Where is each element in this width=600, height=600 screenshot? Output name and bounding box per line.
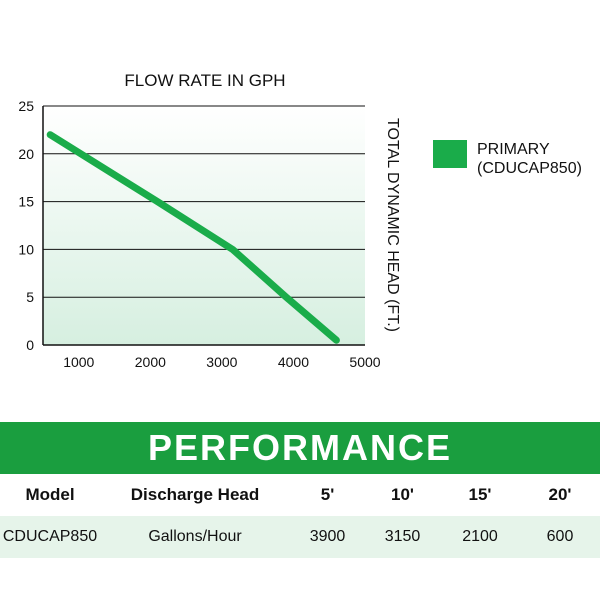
y-tick-label: 10 bbox=[18, 241, 34, 257]
y-tick-label: 15 bbox=[18, 194, 34, 210]
plot-area bbox=[43, 106, 365, 345]
legend-swatch-primary bbox=[433, 140, 467, 168]
flow-chart: FLOW RATE IN GPH 0 5 10 15 20 25 1000 2000 3000… bbox=[18, 71, 401, 370]
y-tick-labels: 0 5 10 15 20 25 bbox=[18, 98, 34, 353]
x-tick-label: 3000 bbox=[206, 354, 237, 370]
header-model: Model bbox=[25, 485, 75, 504]
cell-20ft: 600 bbox=[546, 528, 574, 545]
header-20ft: 20' bbox=[548, 485, 572, 504]
cell-10ft: 3150 bbox=[384, 528, 421, 545]
y-axis-label: TOTAL DYNAMIC HEAD (FT.) bbox=[384, 118, 401, 332]
cell-unit: Gallons/Hour bbox=[148, 528, 242, 545]
x-tick-label: 1000 bbox=[63, 354, 94, 370]
performance-header-row: Model Discharge Head 5' 10' 15' 20' bbox=[0, 474, 600, 516]
chart-title: FLOW RATE IN GPH bbox=[124, 71, 285, 90]
y-tick-label: 20 bbox=[18, 146, 34, 162]
y-tick-label: 0 bbox=[26, 337, 34, 353]
cell-5ft: 3900 bbox=[309, 528, 346, 545]
cell-15ft: 2100 bbox=[462, 528, 498, 545]
x-tick-label: 4000 bbox=[278, 354, 309, 370]
header-5ft: 5' bbox=[320, 485, 335, 504]
performance-data-row: CDUCAP850 Gallons/Hour 3900 3150 2100 60… bbox=[0, 516, 600, 558]
x-tick-labels: 1000 2000 3000 4000 5000 bbox=[63, 354, 381, 370]
header-15ft: 15' bbox=[468, 485, 492, 504]
chart-legend: PRIMARY (CDUCAP850) bbox=[433, 140, 582, 178]
x-tick-label: 2000 bbox=[135, 354, 166, 370]
legend-label-line2: (CDUCAP850) bbox=[477, 160, 582, 177]
header-discharge-head: Discharge Head bbox=[130, 485, 260, 504]
y-tick-label: 25 bbox=[18, 98, 34, 114]
legend-label: PRIMARY (CDUCAP850) bbox=[477, 140, 582, 178]
y-tick-label: 5 bbox=[26, 289, 34, 305]
cell-model: CDUCAP850 bbox=[2, 528, 98, 545]
series-line-primary bbox=[46, 131, 340, 344]
performance-banner: PERFORMANCE bbox=[0, 422, 600, 474]
header-10ft: 10' bbox=[391, 485, 414, 504]
x-tick-label: 5000 bbox=[349, 354, 380, 370]
performance-title: PERFORMANCE bbox=[147, 427, 452, 468]
legend-label-line1: PRIMARY bbox=[477, 141, 550, 158]
grid-lines bbox=[43, 105, 365, 298]
